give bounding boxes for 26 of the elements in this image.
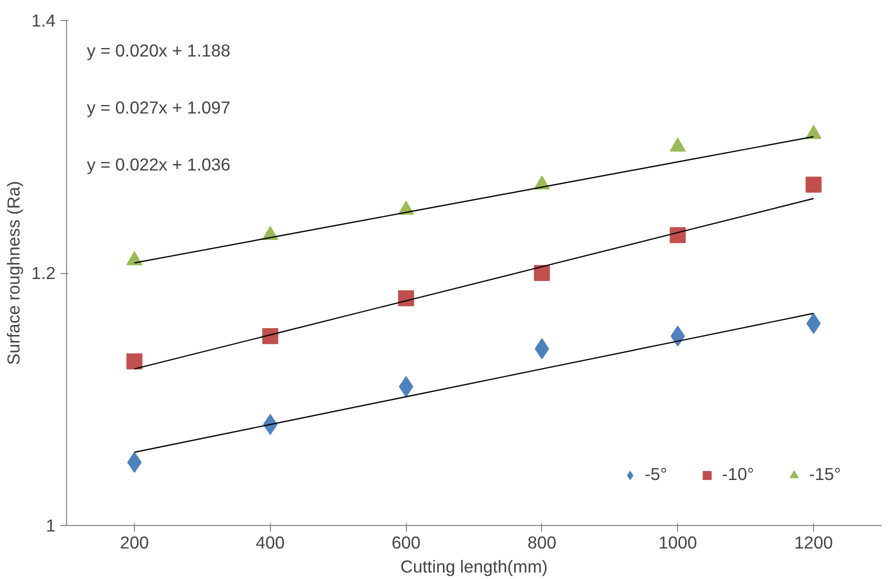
- x-tick-label: 1200: [794, 532, 833, 552]
- legend-label: -5°: [644, 464, 668, 485]
- x-tick-label: 800: [527, 532, 556, 552]
- x-tick-label: 1000: [658, 532, 698, 552]
- annotation: y = 0.022x + 1.036: [86, 154, 230, 174]
- point: [126, 251, 142, 266]
- point: [126, 353, 142, 370]
- point: [806, 124, 822, 139]
- legend-label: -10°: [722, 464, 754, 485]
- point: [534, 265, 550, 281]
- x-tick-label: 200: [120, 532, 149, 552]
- x-axis-title: Cutting length(mm): [400, 556, 548, 576]
- y-tick-label: 1.4: [31, 10, 56, 30]
- point: [398, 290, 414, 306]
- point: [262, 328, 278, 344]
- x-tick-label: 600: [392, 532, 421, 552]
- legend-label: -15°: [809, 464, 841, 485]
- x-tick-label: 400: [256, 532, 285, 552]
- annotation: y = 0.020x + 1.188: [86, 40, 230, 60]
- y-axis-title: Surface roughness (Ra): [3, 181, 24, 365]
- point: [670, 227, 686, 244]
- y-tick-label: 1.2: [31, 263, 56, 283]
- point: [806, 313, 821, 334]
- annotation: y = 0.027x + 1.097: [86, 98, 230, 118]
- y-tick-label: 1: [46, 516, 56, 536]
- point: [670, 138, 686, 152]
